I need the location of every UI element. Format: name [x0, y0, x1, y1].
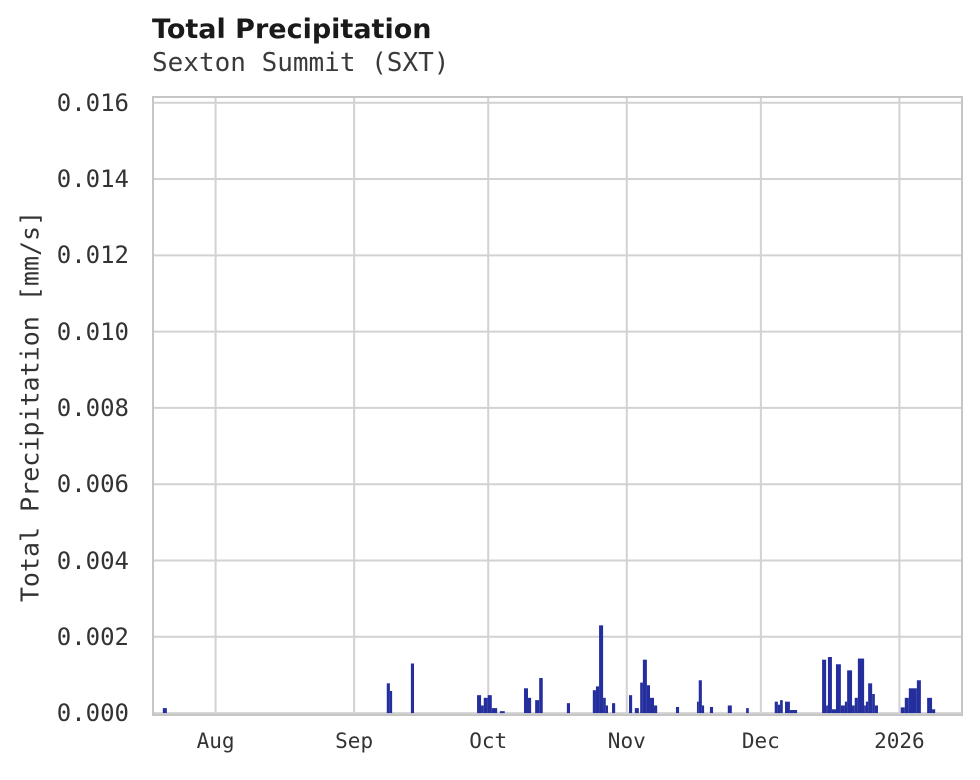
- x-tick-label: Oct: [469, 729, 508, 753]
- bar-segment: [491, 708, 498, 714]
- bar-segment: [864, 705, 866, 714]
- bar-segment: [605, 705, 609, 714]
- bar-segment: [872, 694, 875, 714]
- y-tick-label: 0.000: [56, 699, 129, 728]
- bar-segment: [822, 659, 827, 714]
- x-tick-label: Sep: [335, 729, 374, 753]
- bar-segment: [634, 708, 639, 714]
- bar-segment: [865, 701, 869, 714]
- bar-segment: [835, 664, 841, 714]
- y-tick-label: 0.016: [56, 88, 129, 117]
- bar-segment: [701, 705, 705, 714]
- y-tick-label: 0.014: [56, 165, 129, 194]
- bar-segment: [592, 690, 596, 714]
- plot-border: [152, 96, 963, 716]
- bar-segment: [827, 657, 832, 714]
- bar-segment: [499, 711, 505, 714]
- bar-segment: [646, 685, 651, 714]
- bar-segment: [852, 705, 855, 714]
- bar-segment: [650, 697, 655, 714]
- bar-segment: [844, 701, 848, 714]
- bar-segment: [162, 708, 167, 714]
- bar-segment: [599, 625, 604, 714]
- y-tick-label: 0.002: [56, 622, 129, 651]
- bar-segment: [477, 695, 482, 714]
- bar-segment: [904, 697, 909, 714]
- bar-segment: [916, 680, 921, 714]
- x-tick-label: Dec: [741, 729, 780, 753]
- y-tick-label: 0.006: [56, 470, 129, 499]
- bar-segment: [389, 690, 393, 714]
- bar-segment: [857, 658, 865, 714]
- bar-segment: [709, 706, 714, 714]
- bar-segment: [774, 701, 778, 714]
- x-tick-label: 2026: [874, 729, 925, 753]
- chart-title: Total Precipitation: [152, 14, 432, 45]
- bar-segment: [612, 703, 616, 714]
- bar-segment: [535, 700, 540, 714]
- bar-segment: [410, 663, 415, 714]
- bar-segment: [528, 697, 532, 714]
- bar-segment: [868, 683, 873, 714]
- x-tick-label: Nov: [607, 729, 646, 753]
- bar-segment: [789, 710, 798, 714]
- bar-segment: [629, 695, 633, 714]
- y-tick-label: 0.004: [56, 546, 129, 575]
- bar-segment: [874, 705, 878, 714]
- bar-segment: [780, 700, 783, 714]
- bar-segment: [487, 695, 492, 714]
- bar-segment: [566, 703, 571, 714]
- bar-segment: [932, 709, 936, 714]
- y-tick-label: 0.010: [56, 317, 129, 346]
- bar-segment: [595, 686, 600, 714]
- x-tick-label: Aug: [196, 729, 235, 753]
- bar-segment: [483, 697, 488, 714]
- bar-segment: [927, 697, 933, 714]
- bar-segment: [640, 682, 643, 714]
- bar-segment: [900, 707, 905, 714]
- bar-segment: [698, 680, 702, 714]
- bar-segment: [727, 705, 732, 714]
- bar-segment: [826, 705, 828, 714]
- bar-segment: [603, 697, 606, 714]
- bar-segment: [675, 706, 680, 714]
- chart-subtitle: Sexton Summit (SXT): [152, 48, 450, 78]
- bar-segment: [854, 697, 858, 714]
- bar-segment: [654, 705, 658, 714]
- bar-segment: [840, 705, 845, 714]
- bar-segment: [908, 688, 917, 714]
- bar-segment: [777, 704, 781, 714]
- y-tick-label: 0.012: [56, 241, 129, 270]
- bar-segment: [642, 659, 647, 714]
- bar-segment: [481, 705, 484, 714]
- bar-segment: [386, 683, 390, 714]
- bar-segment: [785, 701, 790, 714]
- bar-segment: [831, 709, 836, 714]
- bar-segment: [746, 708, 749, 714]
- bar-segment: [847, 670, 853, 714]
- y-tick-label: 0.008: [56, 393, 129, 422]
- bar-segment: [523, 688, 529, 714]
- bar-segment: [696, 701, 699, 714]
- bar-segment: [539, 677, 543, 714]
